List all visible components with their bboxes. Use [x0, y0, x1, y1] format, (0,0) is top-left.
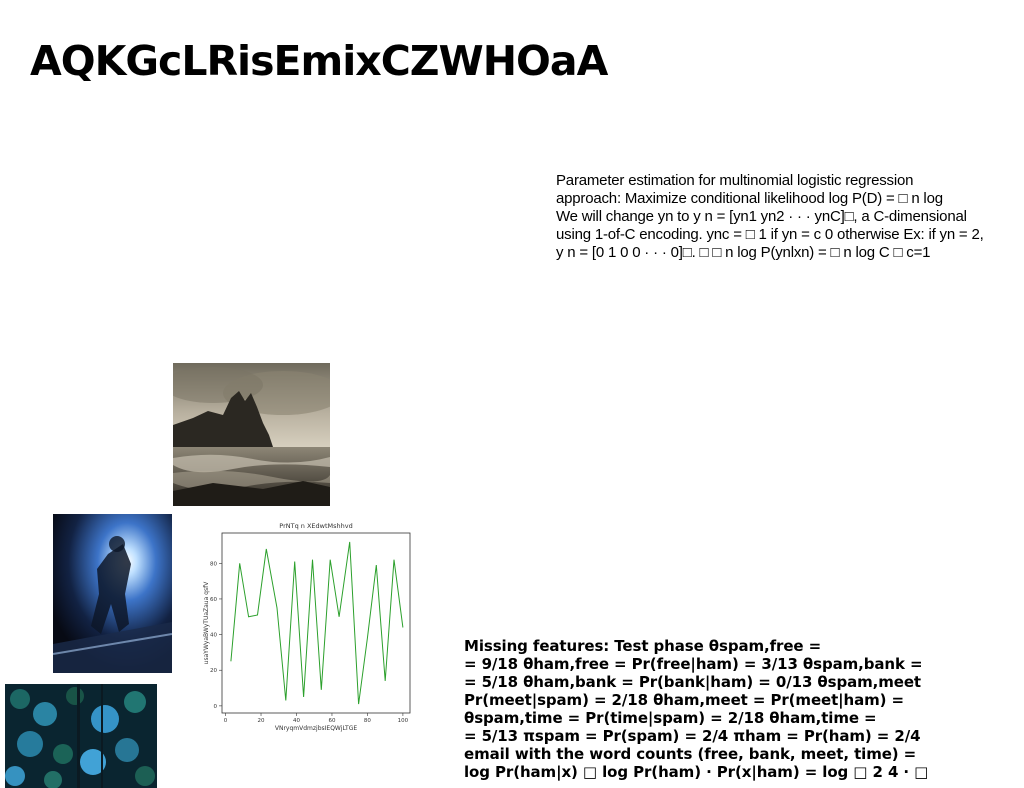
text-line: Pr(meet|spam) = 2/18 θham,meet = Pr(meet… [464, 691, 905, 709]
foliage-photo [5, 684, 157, 788]
y-tick-label: 80 [210, 561, 217, 567]
y-tick-label: 60 [210, 597, 217, 603]
x-tick-label: 20 [258, 718, 265, 724]
landscape-photo [173, 363, 330, 506]
text-line: log Pr(ham|x) □ log Pr(ham) · Pr(x|ham) … [464, 763, 929, 781]
text-line: θspam,time = Pr(time|spam) = 2/18 θham,t… [464, 709, 877, 727]
text-line: We will change yn to y n = [yn1 yn2 · · … [556, 208, 967, 225]
text-line: = 5/18 θham,bank = Pr(bank|ham) = 0/13 θ… [464, 673, 921, 691]
y-tick-label: 0 [214, 704, 218, 710]
x-tick-label: 40 [293, 718, 300, 724]
text-block-top: Parameter estimation for multinomial log… [556, 172, 1024, 262]
series-line [230, 541, 404, 705]
x-tick-label: 100 [398, 718, 409, 724]
x-tick-label: 80 [364, 718, 371, 724]
text-line: = 5/13 πspam = Pr(spam) = 2/4 πham = Pr(… [464, 727, 921, 745]
y-tick-label: 40 [210, 633, 217, 639]
text-line: y n = [0 1 0 0 · · · 0]□. □ □ n log P(yn… [556, 244, 931, 261]
text-line: Parameter estimation for multinomial log… [556, 172, 914, 189]
chart-title: PrNTq n XEdwtMshhvd [279, 522, 352, 530]
text-block-bottom: Missing features: Test phase θspam,free … [464, 637, 1024, 781]
y-axis-label: usaYWyaBWyTUaZaua qsfV [203, 581, 210, 665]
text-line: using 1-of-C encoding. ync = □ 1 if yn =… [556, 226, 984, 243]
text-line: approach: Maximize conditional likelihoo… [556, 190, 943, 207]
text-line: = 9/18 θham,free = Pr(free|ham) = 3/13 θ… [464, 655, 923, 673]
page-title: AQKGcLRisEmixCZWHOaA [30, 37, 608, 85]
plot-frame [221, 532, 411, 714]
y-tick-label: 20 [210, 668, 217, 674]
x-tick-label: 60 [328, 718, 335, 724]
figure-photo [53, 514, 172, 673]
text-line: email with the word counts (free, bank, … [464, 745, 917, 763]
x-tick-label: 0 [224, 718, 228, 724]
x-axis-label: VNryqmVdmzjbsIEQWjLTGE [275, 725, 357, 732]
line-chart: PrNTq n XEdwtMshhvd 0 20 40 60 80 100 0 20 40 60 80… [203, 522, 411, 732]
text-line: Missing features: Test phase θspam,free … [464, 637, 822, 655]
